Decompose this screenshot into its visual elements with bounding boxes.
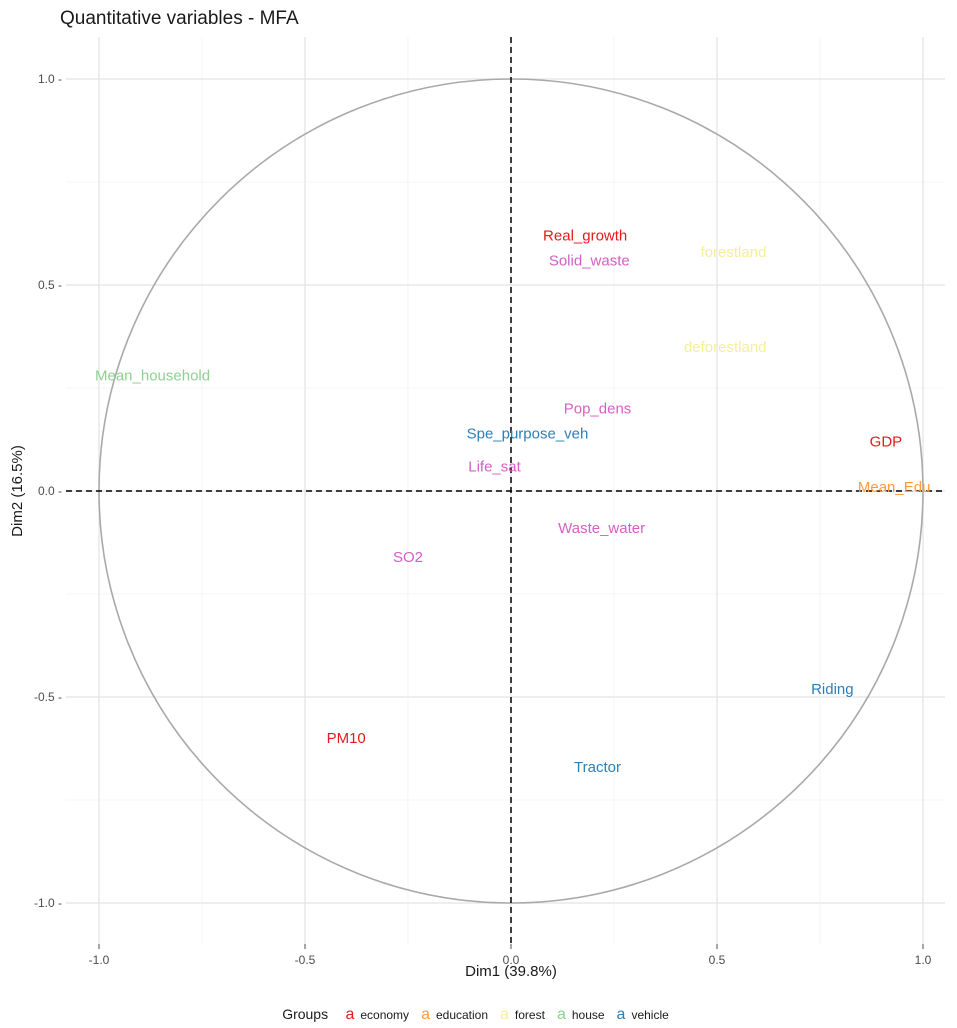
y-tick-label: 0.0 - xyxy=(38,484,62,498)
legend-item-label: economy xyxy=(360,1008,410,1022)
legend-item-label: vehicle xyxy=(631,1008,669,1022)
y-tick-label: -1.0 - xyxy=(34,896,62,910)
legend-item-forest: a forest xyxy=(500,1006,545,1024)
x-tick-label: 0.0 xyxy=(503,953,520,967)
variable-label-pop-dens: Pop_dens xyxy=(564,401,632,418)
variable-label-life-sat: Life_sat xyxy=(468,458,521,475)
variable-label-solid-waste: Solid_waste xyxy=(549,252,630,269)
variable-labels-layer: Real_growth Solid_waste forestland deforest… xyxy=(95,228,930,776)
y-axis-title: Dim2 (16.5%) xyxy=(9,445,26,537)
x-tick-label: 1.0 xyxy=(915,953,932,967)
legend-key-glyph: a xyxy=(556,1006,566,1023)
legend-item-label: education xyxy=(435,1008,489,1022)
x-tick-label: -0.5 xyxy=(295,953,316,967)
variable-label-tractor: Tractor xyxy=(574,759,621,776)
legend-item-education: a education xyxy=(421,1006,488,1024)
variable-label-waste-water: Waste_water xyxy=(558,520,645,537)
axis-layer: -1.0 -0.5 0.0 0.5 1.0 -1.0 - -0.5 - 0.0 - 0.5 - 1… xyxy=(34,37,945,967)
variable-label-mean-household: Mean_household xyxy=(95,368,210,385)
variable-label-spe-purpose-veh: Spe_purpose_veh xyxy=(467,425,589,442)
x-tick-label: -1.0 xyxy=(89,953,110,967)
variable-label-deforestland: deforestland xyxy=(684,339,767,356)
variable-label-gdp: GDP xyxy=(870,434,903,451)
y-tick-label: 0.5 - xyxy=(38,278,62,292)
variable-label-so2: SO2 xyxy=(393,549,423,566)
legend-key-glyph: a xyxy=(421,1006,430,1023)
legend-key-glyph: a xyxy=(500,1006,509,1023)
x-tick-label: 0.5 xyxy=(709,953,726,967)
variable-label-real-growth: Real_growth xyxy=(543,228,627,245)
legend-item-label: house xyxy=(571,1008,605,1022)
variable-label-forestland: forestland xyxy=(701,244,767,261)
legend-item-vehicle: a vehicle xyxy=(617,1006,669,1024)
legend: Groups a economy a education a forest a house a v… xyxy=(0,1006,957,1024)
legend-key-glyph: a xyxy=(616,1006,626,1023)
y-tick-label: -0.5 - xyxy=(34,690,62,704)
variable-label-pm10: PM10 xyxy=(327,730,366,747)
chart-title: Quantitative variables - MFA xyxy=(60,8,299,29)
legend-item-economy: a economy xyxy=(345,1006,409,1024)
legend-title: Groups xyxy=(282,1006,329,1022)
x-axis-title: Dim1 (39.8%) xyxy=(465,963,557,980)
legend-item-house: a house xyxy=(557,1006,605,1024)
variable-label-mean-edu: Mean_Edu xyxy=(858,479,931,496)
legend-key-glyph: a xyxy=(345,1006,355,1023)
legend-items: a economy a education a forest a house a vehicle xyxy=(339,1006,674,1024)
variable-label-riding: Riding xyxy=(811,681,854,698)
legend-item-label: forest xyxy=(514,1008,545,1022)
y-tick-label: 1.0 - xyxy=(38,72,62,86)
